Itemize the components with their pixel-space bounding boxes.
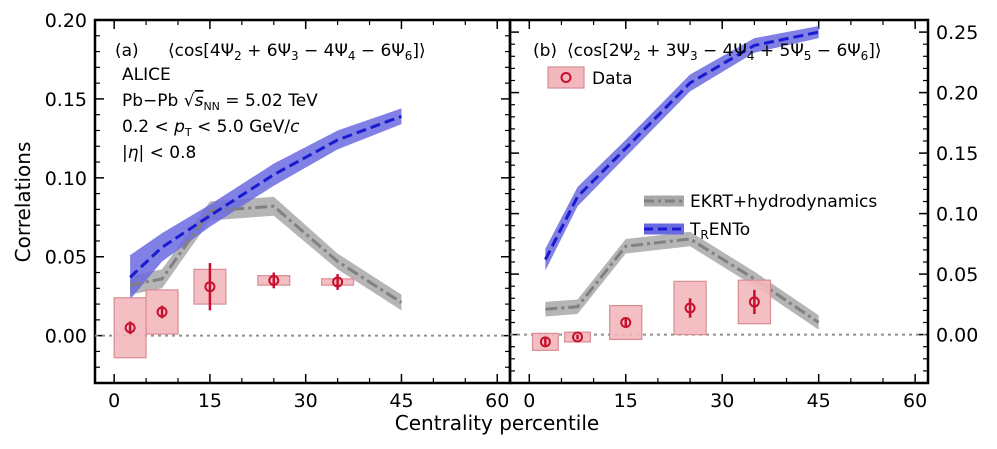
- panel-a-ytick-label: 0.20: [45, 10, 87, 32]
- panel-a-ytick-label: 0.00: [45, 326, 87, 348]
- panel-b-title: ⟨cos[2Ψ2 + 3Ψ3 − 4Ψ4 + 5Ψ5 − 6Ψ6]⟩: [567, 41, 882, 63]
- panel-a-plot-area: [95, 108, 510, 359]
- panel-a-ytick-label: 0.10: [45, 168, 87, 190]
- panel-a-xtick-label: 0: [108, 390, 120, 412]
- panel-a-ekrt-line: [129, 204, 403, 304]
- panel-a-data-point: [124, 322, 136, 334]
- panel-a-xtick-label: 45: [389, 390, 413, 412]
- panel-b-xtick-label: 45: [807, 390, 831, 412]
- panel-b-ytick-label: 0.25: [936, 22, 978, 44]
- legend-data-swatch: [547, 66, 585, 89]
- panel-a-ytick-label: 0.15: [45, 89, 87, 111]
- y-axis-title: Correlations: [11, 142, 35, 263]
- panel-b-xtick-label: 60: [903, 390, 927, 412]
- panel-a-trento-line: [129, 114, 402, 279]
- experiment-label: ALICE: [122, 65, 171, 85]
- panel-a-data-point: [268, 274, 280, 286]
- panel-b-xtick-label: 15: [614, 390, 638, 412]
- panel-b-xtick-label: 0: [523, 390, 535, 412]
- info-annotation: ALICE Pb−Pb √sNN = 5.02 TeV 0.2 < pT < 5…: [122, 65, 318, 163]
- panel-a-data-point: [332, 276, 344, 288]
- panel-b-data-sys-box: [609, 304, 643, 341]
- panel-b-plot-area: [510, 26, 928, 351]
- panel-b-trento-line: [544, 30, 819, 261]
- panel-a-label: (a): [115, 41, 139, 61]
- legend-data-label: Data: [592, 69, 633, 89]
- panel-b-ytick-label: 0.20: [936, 83, 978, 105]
- pt-range-label: 0.2 < pT < 5.0 GeV/c: [122, 117, 300, 139]
- panel-b-ytick-label: 0.15: [936, 143, 978, 165]
- panel-b: 0 15 30 45 60 0.00 0.05 0.10 0.15 0.20 0.25 (b) ⟨c…: [508, 18, 978, 412]
- panel-a-data-point: [156, 306, 168, 318]
- panel-b-data-point: [620, 317, 632, 328]
- panel-b-ytick-label: 0.05: [936, 264, 978, 286]
- x-axis-title: Centrality percentile: [395, 411, 599, 435]
- eta-range-label: |η| < 0.8: [122, 143, 196, 163]
- panel-a-ytick-label: 0.05: [45, 247, 87, 269]
- legend-data: Data: [547, 66, 633, 89]
- panel-b-data-point: [748, 296, 760, 308]
- panel-a-axes: 0 15 30 45 60 0.00 0.05 0.10 0.15 0.20: [45, 10, 510, 412]
- panel-a-title: ⟨cos[4Ψ2 + 6Ψ3 − 4Ψ4 − 6Ψ6]⟩: [168, 41, 426, 63]
- panel-b-ytick-label: 0.10: [936, 204, 978, 226]
- legend-trento-label: TRENTo: [689, 220, 750, 242]
- panel-b-label: (b): [533, 41, 557, 61]
- panel-a-xtick-label: 15: [198, 390, 222, 412]
- panel-a-xtick-label: 60: [485, 390, 509, 412]
- panel-b-data-point: [572, 331, 584, 343]
- panel-b-ekrt-band: [545, 231, 819, 330]
- panel-b-data-point: [684, 302, 696, 314]
- panel-b-data-point: [539, 336, 551, 348]
- system-label: Pb−Pb √sNN = 5.02 TeV: [122, 91, 318, 113]
- panel-b-axes: 0 15 30 45 60 0.00 0.05 0.10 0.15 0.20 0.25: [510, 19, 978, 412]
- panel-a: 0 15 30 45 60 0.00 0.05 0.10 0.15 0.20 (a) ⟨cos[4…: [45, 10, 512, 412]
- legend-ekrt: EKRT+hydrodynamics: [644, 192, 877, 212]
- panel-a-xtick-label: 30: [294, 390, 318, 412]
- panel-a-data-point: [204, 281, 216, 293]
- panel-b-ytick-label: 0.00: [936, 325, 978, 347]
- panel-b-xtick-label: 30: [710, 390, 734, 412]
- legend-data-marker: [560, 72, 572, 83]
- legend-ekrt-label: EKRT+hydrodynamics: [690, 192, 877, 212]
